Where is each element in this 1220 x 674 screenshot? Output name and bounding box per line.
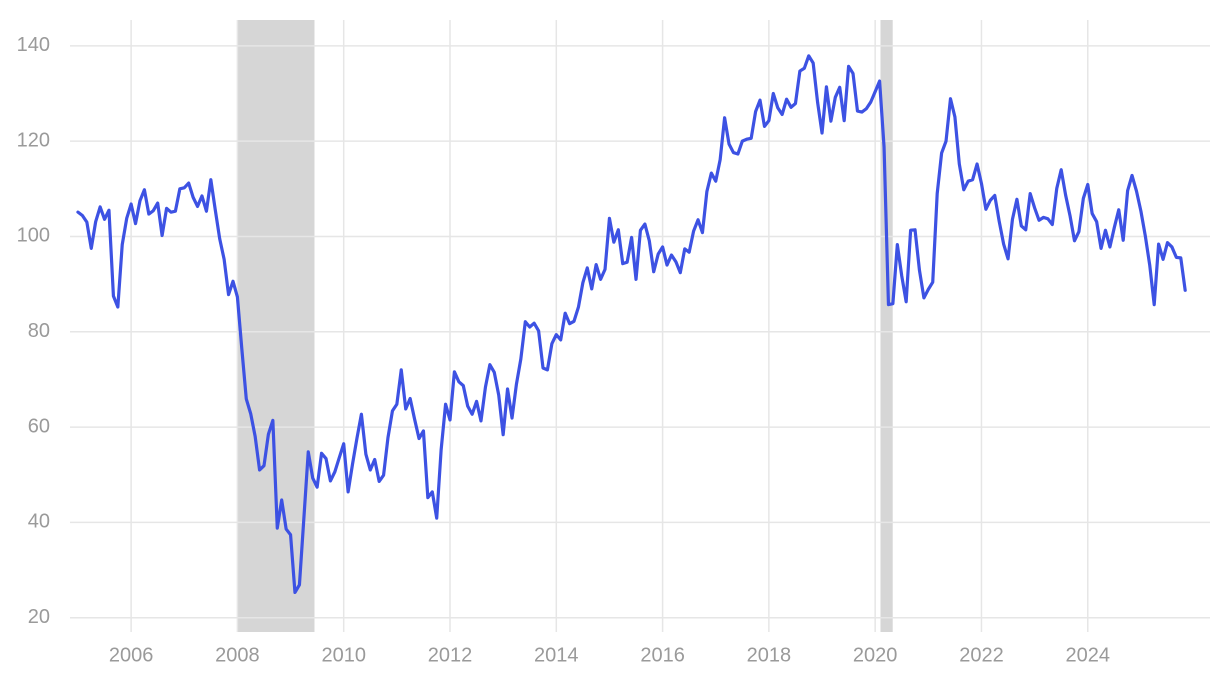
y-tick-label: 120 bbox=[17, 129, 50, 151]
label-layer: 20 40 60 80 100 120 140 2006 2008 2010 2012 2014 201… bbox=[17, 34, 1110, 666]
y-tick-label: 100 bbox=[17, 225, 50, 247]
x-tick-label: 2020 bbox=[853, 644, 898, 666]
y-tick-label: 140 bbox=[17, 34, 50, 56]
x-tick-label: 2016 bbox=[640, 644, 685, 666]
x-tick-label: 2006 bbox=[109, 644, 154, 666]
x-tick-label: 2018 bbox=[747, 644, 792, 666]
x-tick-label: 2024 bbox=[1066, 644, 1111, 666]
x-tick-label: 2008 bbox=[215, 644, 260, 666]
y-tick-label: 80 bbox=[28, 320, 50, 342]
grid-layer bbox=[70, 20, 1210, 632]
line-layer bbox=[76, 54, 1187, 595]
x-tick-label: 2012 bbox=[428, 644, 473, 666]
y-tick-label: 60 bbox=[28, 415, 50, 437]
x-tick-label: 2022 bbox=[959, 644, 1004, 666]
x-tick-label: 2014 bbox=[534, 644, 579, 666]
y-tick-label: 40 bbox=[28, 511, 50, 533]
shade-layer bbox=[237, 20, 893, 632]
x-tick-label: 2010 bbox=[321, 644, 366, 666]
data-line bbox=[76, 54, 1187, 595]
y-tick-label: 20 bbox=[28, 606, 50, 628]
